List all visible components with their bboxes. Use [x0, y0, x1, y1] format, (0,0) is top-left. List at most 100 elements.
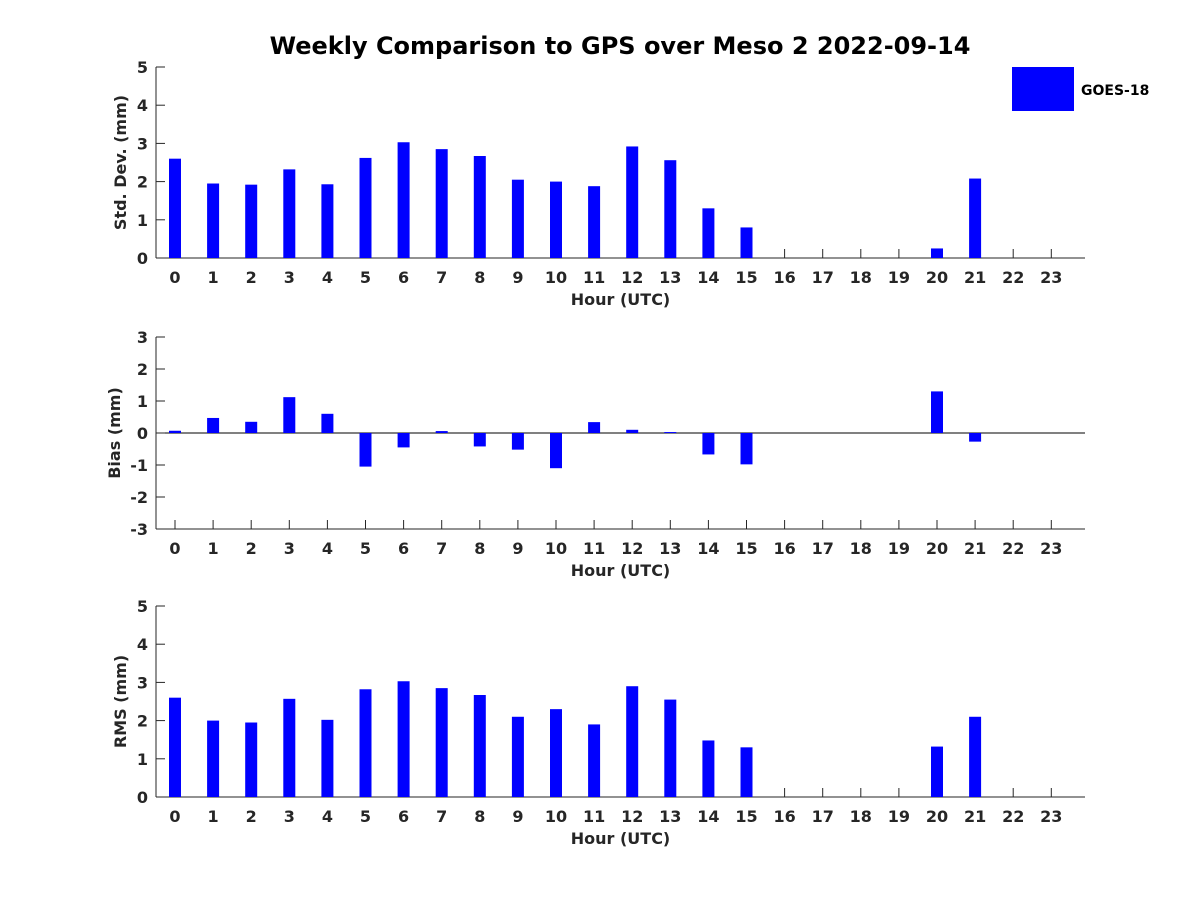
x-tick-label: 21 — [964, 268, 986, 287]
x-tick-label: 11 — [583, 268, 605, 287]
x-tick-label: 3 — [284, 539, 295, 558]
y-tick-label: 0 — [137, 249, 148, 268]
x-tick-label: 22 — [1002, 807, 1024, 826]
bar-hour-7 — [435, 431, 448, 433]
y-tick-label: 0 — [137, 788, 148, 807]
bar-hour-6 — [397, 681, 410, 797]
x-tick-label: 8 — [474, 268, 485, 287]
x-tick-label: 12 — [621, 807, 643, 826]
x-tick-label: 13 — [659, 807, 681, 826]
bar-hour-20 — [931, 391, 943, 433]
x-tick-label: 12 — [621, 268, 643, 287]
x-tick-label: 18 — [850, 268, 872, 287]
bar-hour-15 — [740, 227, 753, 258]
chart-title: Weekly Comparison to GPS over Meso 2 202… — [270, 32, 971, 60]
y-tick-label: 2 — [137, 173, 148, 192]
x-tick-label: 7 — [436, 807, 447, 826]
bar-hour-4 — [321, 413, 334, 433]
x-tick-label: 22 — [1002, 268, 1024, 287]
x-tick-label: 14 — [697, 268, 719, 287]
x-tick-label: 1 — [208, 539, 219, 558]
x-tick-label: 15 — [735, 268, 757, 287]
y-tick-label: 3 — [137, 328, 148, 347]
x-tick-label: 10 — [545, 539, 567, 558]
bar-hour-11 — [588, 724, 601, 797]
y-tick-label: -2 — [130, 488, 148, 507]
x-tick-label: 5 — [360, 268, 371, 287]
bar-hour-8 — [473, 695, 486, 797]
bar-hour-3 — [283, 169, 296, 258]
bar-hour-9 — [511, 716, 524, 797]
x-tick-label: 11 — [583, 539, 605, 558]
y-axis-label: Std. Dev. (mm) — [111, 95, 130, 230]
x-tick-label: 22 — [1002, 539, 1024, 558]
bar-hour-7 — [435, 149, 448, 258]
bar-hour-10 — [550, 433, 562, 469]
x-tick-label: 4 — [322, 539, 333, 558]
x-tick-label: 16 — [773, 539, 795, 558]
bar-hour-2 — [245, 421, 258, 433]
x-tick-label: 7 — [436, 539, 447, 558]
bar-hour-12 — [626, 429, 639, 433]
x-tick-label: 3 — [284, 268, 295, 287]
x-tick-label: 23 — [1040, 268, 1062, 287]
x-tick-label: 7 — [436, 268, 447, 287]
y-tick-label: -3 — [130, 520, 148, 539]
x-tick-label: 21 — [964, 539, 986, 558]
x-tick-label: 15 — [735, 807, 757, 826]
bar-hour-0 — [169, 158, 181, 258]
x-tick-label: 5 — [360, 539, 371, 558]
bar-hour-20 — [931, 248, 943, 258]
x-tick-label: 17 — [812, 539, 834, 558]
x-tick-label: 0 — [169, 268, 180, 287]
bar-hour-9 — [511, 433, 524, 450]
bar-hour-0 — [169, 430, 181, 433]
bar-hour-13 — [664, 432, 677, 434]
bar-hour-10 — [550, 709, 562, 797]
bar-hour-1 — [207, 720, 220, 797]
bar-hour-21 — [969, 178, 982, 258]
bar-hour-15 — [740, 747, 753, 797]
bar-hour-9 — [511, 179, 524, 258]
x-tick-label: 3 — [284, 807, 295, 826]
x-tick-label: 6 — [398, 268, 409, 287]
bar-hour-6 — [397, 142, 410, 258]
bar-hour-12 — [626, 146, 639, 258]
x-tick-label: 23 — [1040, 539, 1062, 558]
y-tick-label: 5 — [137, 597, 148, 616]
bar-hour-15 — [740, 433, 753, 465]
x-tick-label: 2 — [246, 807, 257, 826]
bar-hour-8 — [473, 156, 486, 258]
y-tick-label: -1 — [130, 456, 148, 475]
x-tick-label: 5 — [360, 807, 371, 826]
x-tick-label: 17 — [812, 268, 834, 287]
bar-hour-7 — [435, 688, 448, 797]
x-tick-label: 20 — [926, 268, 948, 287]
x-tick-label: 19 — [888, 268, 910, 287]
bar-hour-3 — [283, 698, 296, 797]
x-tick-label: 6 — [398, 807, 409, 826]
x-tick-label: 18 — [850, 539, 872, 558]
bar-hour-5 — [359, 157, 372, 258]
x-tick-label: 18 — [850, 807, 872, 826]
x-tick-label: 6 — [398, 539, 409, 558]
x-tick-label: 0 — [169, 807, 180, 826]
bar-hour-21 — [969, 433, 982, 442]
bar-hour-14 — [702, 433, 715, 455]
x-tick-label: 8 — [474, 807, 485, 826]
bar-hour-21 — [969, 716, 982, 797]
x-tick-label: 16 — [773, 807, 795, 826]
legend-label: GOES-18 — [1081, 83, 1149, 99]
bar-hour-11 — [588, 186, 601, 258]
bar-hour-13 — [664, 699, 677, 797]
y-tick-label: 0 — [137, 424, 148, 443]
x-tick-label: 9 — [512, 807, 523, 826]
x-tick-label: 9 — [512, 539, 523, 558]
legend-swatch — [1012, 67, 1074, 111]
x-axis-label: Hour (UTC) — [571, 290, 671, 309]
y-tick-label: 1 — [137, 211, 148, 230]
